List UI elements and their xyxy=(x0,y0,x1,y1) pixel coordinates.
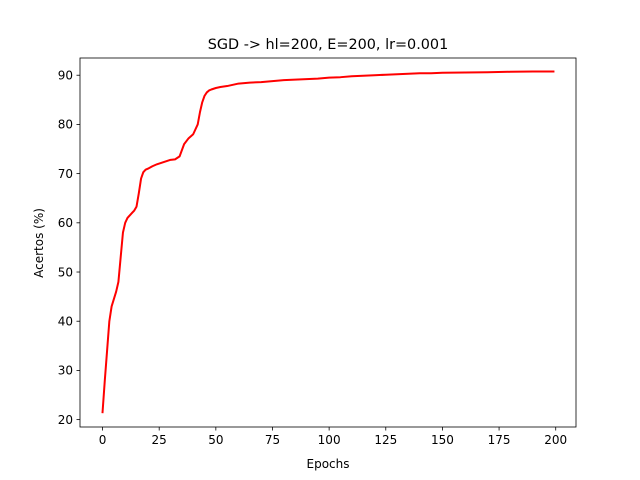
x-tick-label: 25 xyxy=(152,433,167,447)
x-axis-label: Epochs xyxy=(307,457,350,471)
y-tick-label: 40 xyxy=(58,315,73,329)
y-tick-label: 90 xyxy=(58,69,73,83)
x-tick-label: 175 xyxy=(488,433,511,447)
x-tick-label: 150 xyxy=(431,433,454,447)
y-axis-ticks: 20 30 40 50 60 70 80 90 xyxy=(58,69,80,427)
y-tick-label: 50 xyxy=(58,265,73,279)
x-tick-label: 50 xyxy=(208,433,223,447)
y-tick-label: 20 xyxy=(58,413,73,427)
y-tick-label: 70 xyxy=(58,167,73,181)
x-axis-ticks: 0 25 50 75 100 125 150 175 200 xyxy=(99,427,567,447)
y-tick-label: 30 xyxy=(58,364,73,378)
x-tick-label: 75 xyxy=(265,433,280,447)
chart-title: SGD -> hl=200, E=200, lr=0.001 xyxy=(208,37,449,53)
y-tick-label: 60 xyxy=(58,216,73,230)
series-layer xyxy=(101,70,555,414)
x-tick-label: 200 xyxy=(544,433,567,447)
y-tick-label: 80 xyxy=(58,118,73,132)
x-tick-label: 125 xyxy=(374,433,397,447)
plot-area-frame xyxy=(79,57,577,428)
accuracy-series-line xyxy=(101,70,555,414)
x-tick-label: 100 xyxy=(318,433,341,447)
x-tick-label: 0 xyxy=(99,433,107,447)
y-axis-label: Acertos (%) xyxy=(32,208,46,278)
